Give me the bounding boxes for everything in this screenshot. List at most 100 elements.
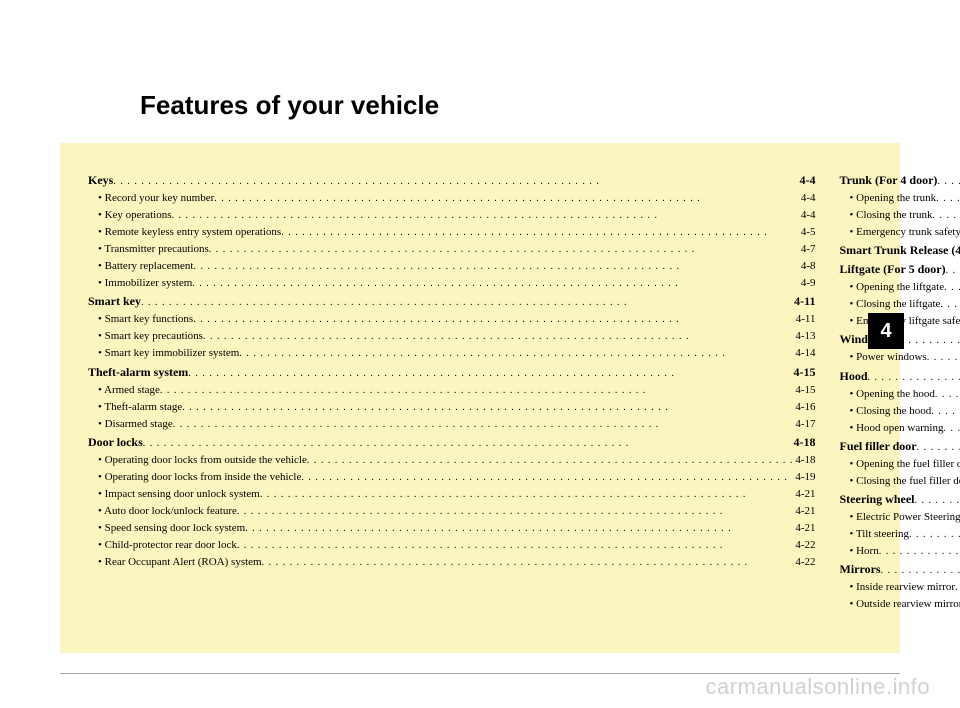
toc-dots [307, 452, 794, 469]
toc-label: • Opening the trunk [850, 190, 937, 207]
toc-page: 4-4 [798, 171, 816, 190]
toc-dots [192, 275, 799, 292]
toc-dots [879, 543, 960, 560]
toc-dots [209, 241, 799, 258]
toc-dots [935, 386, 960, 403]
toc-label: • Outside rearview mirror [850, 596, 960, 613]
toc-column-left: Keys 4-4• Record your key number 4-4• Ke… [88, 171, 816, 613]
toc-dots [260, 486, 794, 503]
toc-entry-main: Smart Trunk Release (4 door) 4-26 [840, 241, 960, 260]
toc-label: • Closing the fuel filler door [850, 473, 960, 490]
toc-page: 4-19 [793, 469, 815, 486]
toc-label: • Battery replacement [98, 258, 193, 275]
toc-page: 4-22 [793, 537, 815, 554]
toc-dots [943, 420, 960, 437]
toc-entry-sub: • Hood open warning 4-40 [840, 420, 960, 437]
toc-dots [909, 526, 960, 543]
toc-label: • Closing the hood [850, 403, 932, 420]
toc-label: • Operating door locks from outside the … [98, 452, 307, 469]
toc-entry-sub: • Battery replacement 4-8 [88, 258, 816, 275]
toc-label: • Closing the liftgate [850, 296, 941, 313]
toc-dots [188, 365, 791, 382]
toc-page: 4-13 [793, 328, 815, 345]
toc-entry-sub: • Operating door locks from outside the … [88, 452, 816, 469]
toc-label: • Smart key functions [98, 311, 193, 328]
toc-label: • Smart key immobilizer system [98, 345, 239, 362]
toc-label: • Hood open warning [850, 420, 944, 437]
toc-label: • Impact sensing door unlock system [98, 486, 260, 503]
toc-entry-sub: • Smart key precautions 4-13 [88, 328, 816, 345]
chapter-tab: 4 [868, 313, 904, 349]
toc-entry-main: Mirrors 4-48 [840, 560, 960, 579]
toc-entry-sub: • Emergency trunk safety release 4-25 [840, 224, 960, 241]
toc-label: Hood [840, 367, 868, 386]
toc-label: • Opening the liftgate [850, 279, 945, 296]
toc-page: 4-21 [793, 486, 815, 503]
toc-entry-main: Fuel filler door 4-42 [840, 437, 960, 456]
toc-entry-main: Steering wheel 4-45 [840, 490, 960, 509]
toc-entry-sub: • Opening the fuel filler door 4-42 [840, 456, 960, 473]
toc-entry-sub: • Outside rearview mirror 4-49 [840, 596, 960, 613]
toc-entry-sub: • Remote keyless entry system operations… [88, 224, 816, 241]
toc-entry-sub: • Rear Occupant Alert (ROA) system 4-22 [88, 554, 816, 571]
toc-page: 4-11 [794, 311, 816, 328]
toc-label: • Operating door locks from inside the v… [98, 469, 301, 486]
toc-entry-main: Keys 4-4 [88, 171, 816, 190]
toc-dots [237, 537, 793, 554]
toc-page: 4-5 [799, 224, 816, 241]
toc-dots [160, 382, 793, 399]
toc-dots [237, 503, 793, 520]
toc-page: 4-18 [793, 452, 815, 469]
toc-label: • Remote keyless entry system operations [98, 224, 281, 241]
toc-entry-sub: • Power windows 4-34 [840, 349, 960, 366]
toc-entry-sub: • Auto door lock/unlock feature 4-21 [88, 503, 816, 520]
toc-dots [955, 579, 960, 596]
toc-page: 4-18 [792, 433, 816, 452]
toc-entry-sub: • Theft-alarm stage 4-16 [88, 399, 816, 416]
toc-dots [113, 173, 797, 190]
toc-label: Mirrors [840, 560, 881, 579]
toc-entry-sub: • Speed sensing door lock system 4-21 [88, 520, 816, 537]
toc-entry-sub: • Immobilizer system 4-9 [88, 275, 816, 292]
toc-entry-sub: • Closing the liftgate 4-30 [840, 296, 960, 313]
toc-label: • Opening the hood [850, 386, 935, 403]
toc-entry-main: Door locks 4-18 [88, 433, 816, 452]
toc-page: 4-7 [799, 241, 816, 258]
toc-page: 4-17 [793, 416, 815, 433]
toc-entry-sub: • Disarmed stage 4-17 [88, 416, 816, 433]
toc-page: 4-21 [793, 503, 815, 520]
toc-entry-sub: • Operating door locks from inside the v… [88, 469, 816, 486]
toc-label: • Power windows [850, 349, 927, 366]
toc-dots [944, 279, 960, 296]
toc-label: • Opening the fuel filler door [850, 456, 960, 473]
toc-column-right: Trunk (For 4 door) 4-24• Opening the tru… [840, 171, 960, 613]
toc-dots [946, 262, 960, 279]
toc-entry-main: Hood 4-39 [840, 367, 960, 386]
toc-label: • Speed sensing door lock system [98, 520, 245, 537]
watermark-text: carmanualsonline.info [705, 674, 930, 700]
toc-entry-sub: • Opening the trunk 4-24 [840, 190, 960, 207]
toc-entry-main: Trunk (For 4 door) 4-24 [840, 171, 960, 190]
toc-page: 4-11 [792, 292, 815, 311]
toc-dots [868, 369, 960, 386]
toc-page: 4-15 [792, 363, 816, 382]
toc-entry-sub: • Closing the fuel filler door 4-43 [840, 473, 960, 490]
toc-label: • Key operations [98, 207, 172, 224]
toc-entry-sub: • Transmitter precautions 4-7 [88, 241, 816, 258]
toc-label: • Child-protector rear door lock [98, 537, 237, 554]
toc-label: • Rear Occupant Alert (ROA) system [98, 554, 262, 571]
toc-entry-sub: • Inside rearview mirror 4-48 [840, 579, 960, 596]
toc-entry-sub: • Opening the liftgate 4-30 [840, 279, 960, 296]
toc-label: Smart Trunk Release (4 door) [840, 241, 960, 260]
page-title: Features of your vehicle [140, 90, 900, 121]
toc-label: • Theft-alarm stage [98, 399, 182, 416]
toc-dots [193, 258, 798, 275]
toc-entry-sub: • Smart key functions 4-11 [88, 311, 816, 328]
toc-label: • Disarmed stage [98, 416, 173, 433]
toc-dots [301, 469, 793, 486]
toc-dots [239, 345, 793, 362]
toc-label: Keys [88, 171, 113, 190]
toc-entry-sub: • Child-protector rear door lock 4-22 [88, 537, 816, 554]
toc-dots [927, 349, 960, 366]
toc-entry-sub: • Closing the trunk 4-24 [840, 207, 960, 224]
